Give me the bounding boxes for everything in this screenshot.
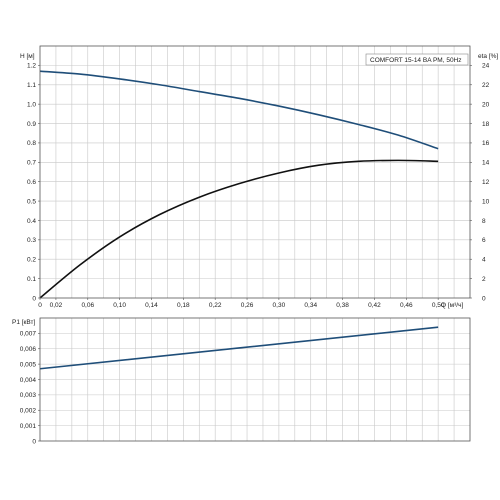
title-box: COMFORT 15-14 BA PM, 50Hz bbox=[365, 53, 469, 66]
y2-tick-label: 2 bbox=[482, 276, 486, 283]
x-tick-label: 0,10 bbox=[113, 302, 126, 309]
y-tick-label: 0 bbox=[32, 295, 36, 302]
bottom-plot-grid: 0 0,001 0,002 0,003 0,004 0,005 0,006 0,007 bbox=[20, 318, 470, 445]
y2-tick-label: 8 bbox=[482, 218, 486, 225]
y2-tick-label: 20 bbox=[482, 101, 490, 108]
bottom-y-tick-label: 0,001 bbox=[20, 423, 37, 430]
bottom-y-axis-label: P1 [кВт] bbox=[12, 319, 36, 326]
x-tick-label: 0,50 bbox=[432, 302, 445, 309]
y-tick-label: 0.5 bbox=[27, 198, 36, 205]
y-tick-label: 0.1 bbox=[27, 276, 36, 283]
bottom-y-tick-label: 0 bbox=[32, 438, 36, 445]
y-tick-label: 0.7 bbox=[27, 160, 36, 167]
bottom-y-tick-label: 0,003 bbox=[20, 392, 37, 399]
bottom-y-tick-label: 0,002 bbox=[20, 408, 37, 415]
chart-title: COMFORT 15-14 BA PM, 50Hz bbox=[370, 57, 462, 64]
y-tick-label: 1.0 bbox=[27, 101, 36, 108]
y-tick-label: 1.2 bbox=[27, 63, 36, 70]
bottom-y-tick-label: 0,007 bbox=[20, 331, 37, 338]
y2-tick-label: 18 bbox=[482, 121, 490, 128]
y2-tick-label: 14 bbox=[482, 160, 490, 167]
bottom-y-tick-label: 0,006 bbox=[20, 346, 37, 353]
y-tick-label: 0.2 bbox=[27, 257, 36, 264]
x-tick-label: 0,22 bbox=[209, 302, 222, 309]
x-tick-label: 0,18 bbox=[177, 302, 190, 309]
x-tick-label: 0 bbox=[38, 302, 42, 309]
bottom-y-tick-label: 0,004 bbox=[20, 377, 37, 384]
bottom-y-tick-label: 0,005 bbox=[20, 361, 37, 368]
x-tick-label: 0,02 bbox=[50, 302, 63, 309]
x-tick-label: 0,14 bbox=[145, 302, 158, 309]
y-tick-label: 0.6 bbox=[27, 179, 36, 186]
x-tick-label: 0,26 bbox=[241, 302, 254, 309]
top-plot-grid: 0 0,02 0,06 0,10 0,14 0,18 0,22 0,26 0,30 0,34 0,3… bbox=[27, 46, 490, 309]
y-tick-label: 1.1 bbox=[27, 82, 36, 89]
x-tick-label: 0,34 bbox=[304, 302, 317, 309]
y-axis-label: H [м] bbox=[20, 53, 35, 60]
x-tick-label: 0,38 bbox=[336, 302, 349, 309]
y2-tick-label: 6 bbox=[482, 237, 486, 244]
y2-tick-label: 16 bbox=[482, 140, 490, 147]
x-axis-label: Q [м³/ч] bbox=[441, 302, 463, 309]
y-tick-label: 0.9 bbox=[27, 121, 36, 128]
y2-tick-label: 12 bbox=[482, 179, 490, 186]
y2-tick-label: 24 bbox=[482, 63, 490, 70]
x-tick-label: 0,42 bbox=[368, 302, 381, 309]
y-tick-label: 0.8 bbox=[27, 140, 36, 147]
y2-tick-label: 10 bbox=[482, 198, 490, 205]
top-plot-frame bbox=[39, 45, 471, 299]
y2-tick-label: 22 bbox=[482, 82, 490, 89]
power-curve bbox=[39, 326, 439, 370]
bottom-plot-frame bbox=[39, 317, 471, 442]
y2-tick-label: 0 bbox=[482, 295, 486, 302]
chart-marks bbox=[39, 70, 439, 370]
y-tick-label: 0.4 bbox=[27, 218, 36, 225]
head-curve bbox=[39, 70, 439, 150]
y2-tick-label: 4 bbox=[482, 257, 486, 264]
y2-axis-label: eta [%] bbox=[478, 53, 498, 60]
y-tick-label: 0.3 bbox=[27, 237, 36, 244]
x-tick-label: 0,46 bbox=[400, 302, 413, 309]
x-tick-label: 0,30 bbox=[273, 302, 286, 309]
efficiency-curve bbox=[39, 159, 439, 299]
x-tick-label: 0,06 bbox=[81, 302, 94, 309]
